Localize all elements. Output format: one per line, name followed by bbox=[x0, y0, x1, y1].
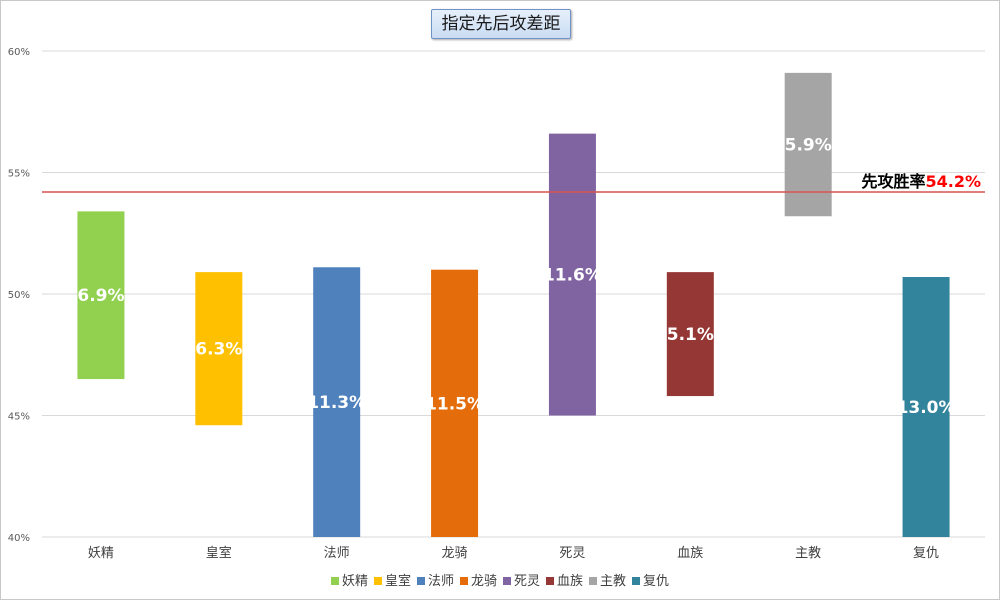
legend-item-法师: 法师 bbox=[416, 570, 454, 589]
reference-line-label: 先攻胜率54.2% bbox=[861, 172, 981, 191]
x-tick-label: 主教 bbox=[795, 545, 821, 561]
data-label: 11.5% bbox=[425, 394, 484, 414]
legend-label: 法师 bbox=[427, 574, 454, 589]
bar-复仇 bbox=[902, 276, 950, 537]
data-label: 13.0% bbox=[897, 398, 956, 418]
legend-item-皇室: 皇室 bbox=[373, 570, 411, 589]
legend-swatch bbox=[546, 576, 555, 585]
legend-swatch bbox=[330, 576, 339, 585]
reference-label-prefix: 先攻胜率 bbox=[861, 172, 925, 191]
legend-swatch bbox=[416, 576, 425, 585]
y-tick-label: 40% bbox=[8, 533, 30, 544]
chart-title: 指定先后攻差距 bbox=[431, 9, 571, 39]
data-label: 5.9% bbox=[785, 136, 832, 156]
bar-法师 bbox=[313, 267, 361, 537]
legend-label: 妖精 bbox=[341, 574, 368, 589]
y-tick-label: 45% bbox=[8, 412, 30, 423]
x-tick-label: 皇室 bbox=[206, 545, 232, 561]
legend-item-龙骑: 龙骑 bbox=[459, 570, 497, 589]
bar-死灵 bbox=[548, 133, 596, 416]
legend-label: 皇室 bbox=[384, 574, 411, 589]
legend-swatch bbox=[373, 576, 382, 585]
x-tick-label: 死灵 bbox=[559, 546, 585, 561]
x-tick-label: 法师 bbox=[324, 546, 350, 561]
data-label: 11.6% bbox=[543, 266, 602, 286]
y-tick-label: 50% bbox=[8, 290, 30, 301]
bar-血族 bbox=[666, 272, 714, 397]
legend-label: 血族 bbox=[557, 574, 584, 589]
data-label: 6.9% bbox=[77, 286, 124, 306]
x-tick-label: 龙骑 bbox=[442, 546, 468, 561]
legend-item-复仇: 复仇 bbox=[632, 570, 669, 589]
legend-swatch bbox=[632, 576, 641, 585]
y-tick-label: 60% bbox=[8, 47, 30, 58]
data-label: 5.1% bbox=[667, 325, 714, 345]
legend-label: 主教 bbox=[600, 574, 627, 589]
legend-item-主教: 主教 bbox=[589, 570, 626, 589]
legend-item-死灵: 死灵 bbox=[503, 570, 540, 589]
x-tick-label: 复仇 bbox=[913, 546, 939, 561]
legend-label: 龙骑 bbox=[470, 574, 497, 589]
chart-legend: 妖精 皇室 法师 龙骑 死灵 血族 主教 复仇 bbox=[0, 570, 1000, 589]
data-label: 6.3% bbox=[195, 340, 242, 360]
x-tick-label: 血族 bbox=[677, 545, 703, 561]
legend-item-妖精: 妖精 bbox=[330, 570, 368, 589]
bar-妖精 bbox=[77, 211, 125, 380]
legend-label: 死灵 bbox=[514, 574, 541, 589]
y-tick-label: 55% bbox=[8, 169, 30, 180]
reference-label-value: 54.2% bbox=[925, 172, 981, 191]
data-label: 11.3% bbox=[307, 393, 366, 413]
legend-swatch bbox=[503, 576, 511, 585]
bar-龙骑 bbox=[431, 269, 479, 537]
legend-swatch bbox=[459, 576, 468, 585]
legend-item-血族: 血族 bbox=[546, 570, 583, 589]
legend-swatch bbox=[589, 576, 598, 585]
x-tick-label: 妖精 bbox=[88, 546, 114, 561]
legend-label: 复仇 bbox=[643, 574, 670, 589]
bar-皇室 bbox=[195, 272, 243, 426]
